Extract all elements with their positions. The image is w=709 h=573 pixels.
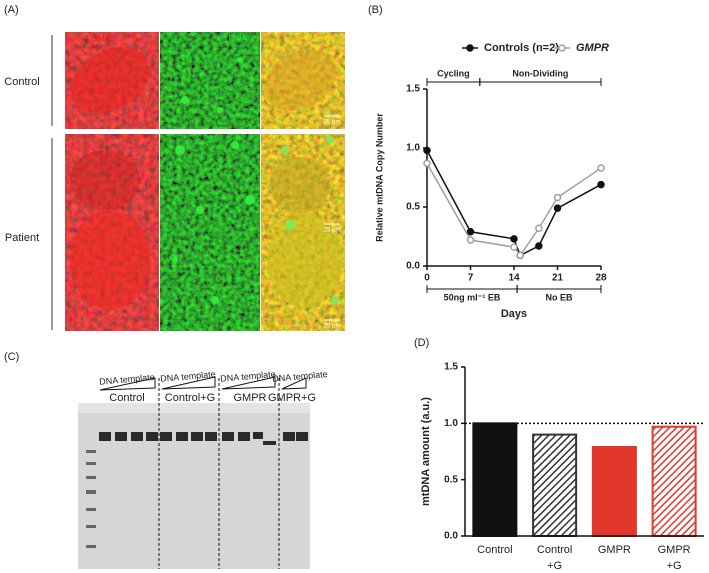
bar bbox=[472, 422, 518, 538]
x-axis-label: Days bbox=[501, 308, 527, 320]
x-tick-label: Control bbox=[537, 544, 572, 556]
data-point bbox=[553, 204, 562, 212]
panel-label: (B) bbox=[368, 4, 383, 16]
data-point bbox=[466, 228, 475, 236]
template-label: DNA template bbox=[220, 369, 276, 384]
y-tick-label: 0.5 bbox=[406, 202, 420, 213]
group-label: GMPR bbox=[234, 392, 267, 404]
data-point bbox=[516, 251, 524, 260]
x-tick-label: GMPR bbox=[658, 544, 691, 556]
x-tick-label: +G bbox=[547, 560, 562, 572]
phase-label: No EB bbox=[546, 292, 574, 302]
phase-label: Non-Dividing bbox=[512, 68, 568, 78]
scale-label: 25 µm bbox=[324, 120, 341, 126]
data-point bbox=[510, 243, 518, 251]
bar bbox=[651, 425, 697, 538]
phase-label: Cycling bbox=[437, 68, 470, 78]
row-label: Patient bbox=[5, 232, 39, 244]
data-point bbox=[553, 193, 562, 202]
y-tick-label: 1.0 bbox=[444, 418, 458, 429]
legend-marker bbox=[558, 44, 566, 52]
data-point bbox=[423, 159, 431, 168]
y-tick-label: 1.5 bbox=[444, 362, 458, 373]
data-point bbox=[510, 235, 518, 243]
scale-label: 25 µm bbox=[324, 324, 341, 330]
template-label: DNA template bbox=[99, 372, 155, 387]
data-point bbox=[423, 146, 431, 155]
gel bbox=[78, 376, 310, 569]
group-label: Control bbox=[109, 392, 144, 404]
phase-label: 50ng ml⁻¹ EB bbox=[444, 292, 501, 302]
row-label: Control bbox=[4, 76, 39, 88]
micrographs bbox=[65, 32, 345, 331]
group-label: Control+G bbox=[165, 392, 215, 404]
x-tick-label: 21 bbox=[552, 273, 564, 284]
x-tick-label: 7 bbox=[468, 273, 474, 284]
y-tick-label: 1.5 bbox=[406, 84, 420, 95]
legend-label: Controls (n=2) bbox=[484, 42, 559, 54]
data-point bbox=[597, 164, 605, 172]
data-point bbox=[597, 180, 605, 189]
template-label: DNA template bbox=[160, 369, 216, 384]
data-point bbox=[466, 236, 475, 244]
data-point bbox=[535, 224, 543, 232]
channel-label: DNA bbox=[228, 33, 247, 43]
x-tick-label: +G bbox=[667, 560, 682, 572]
y-axis-label: mtDNA amount (a.u.) bbox=[420, 397, 432, 506]
bar bbox=[532, 433, 578, 538]
channel-label: TOM20 bbox=[85, 33, 115, 43]
x-tick-label: 0 bbox=[424, 273, 430, 284]
channel-label: Merge bbox=[309, 33, 335, 43]
panel-label: (C) bbox=[4, 351, 19, 363]
panel-label: (D) bbox=[414, 337, 429, 349]
y-tick-label: 0.5 bbox=[444, 474, 458, 485]
y-axis-label: Relative mtDNA Copy Number bbox=[374, 113, 384, 242]
panel-label: (A) bbox=[4, 4, 19, 16]
group-label: GMPR+G bbox=[268, 392, 316, 404]
x-tick-label: 14 bbox=[508, 273, 520, 284]
x-tick-label: 28 bbox=[595, 273, 607, 284]
x-tick-label: GMPR bbox=[598, 544, 631, 556]
y-tick-label: 0.0 bbox=[406, 261, 420, 272]
bar bbox=[591, 445, 637, 538]
scale-label: 25 µm bbox=[324, 228, 341, 234]
template-label: DNA template bbox=[272, 369, 328, 384]
y-tick-label: 0.0 bbox=[444, 531, 458, 542]
x-tick-label: Control bbox=[477, 544, 512, 556]
legend-marker bbox=[466, 44, 474, 52]
legend-label: GMPR bbox=[576, 42, 609, 54]
data-point bbox=[535, 242, 543, 250]
y-tick-label: 1.0 bbox=[406, 143, 420, 154]
